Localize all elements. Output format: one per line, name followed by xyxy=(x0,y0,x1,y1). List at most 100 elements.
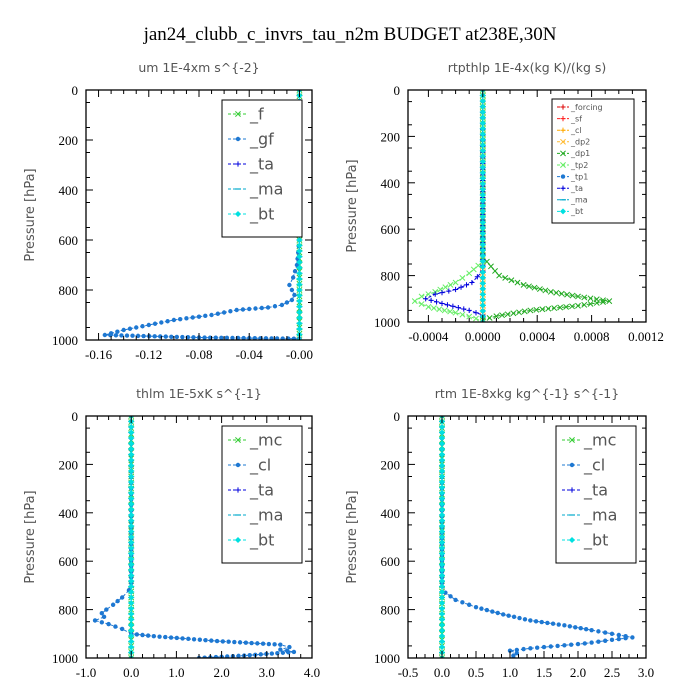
y-axis-label: Pressure [hPa] xyxy=(345,159,360,252)
series-bt-point xyxy=(296,237,303,243)
legend-mc-label: _mc xyxy=(583,431,616,451)
legend-dp2-marker xyxy=(560,138,566,145)
x-tick-label: 3.0 xyxy=(259,665,275,680)
series-cl-point xyxy=(278,647,283,652)
series-gf-point xyxy=(113,333,119,338)
series-ta-point xyxy=(458,284,464,290)
series-cl-point xyxy=(490,609,495,614)
y-tick-label: 1000 xyxy=(52,333,78,348)
series-bt-point xyxy=(128,479,135,485)
series-cl-point xyxy=(163,634,168,640)
series-bt-point xyxy=(439,490,445,496)
legend-bt-label: _bt xyxy=(249,531,274,551)
series-dp1-point xyxy=(536,286,543,293)
series-bt-point xyxy=(296,270,303,277)
series-bt-point xyxy=(128,457,135,463)
series-bt-point xyxy=(479,230,486,237)
series-bt-point xyxy=(439,594,445,601)
series-bt-point xyxy=(479,269,486,276)
series-ta-point xyxy=(450,303,456,309)
series-bt-point xyxy=(479,247,486,254)
series-cl-point xyxy=(264,651,269,657)
series-gf-point xyxy=(196,314,202,319)
series-gf-point xyxy=(140,324,145,329)
series-gf-point xyxy=(263,336,269,340)
series-dp1-point xyxy=(542,287,549,294)
series-bt-point xyxy=(479,169,486,176)
y-tick-label: 600 xyxy=(381,222,401,237)
series-bt-point xyxy=(439,545,445,551)
y-tick-label: 200 xyxy=(381,129,401,144)
series-cl-point xyxy=(589,640,594,645)
series-gf-point xyxy=(108,332,113,338)
series-bt-point xyxy=(439,517,445,524)
series-bt-point xyxy=(439,473,445,480)
series-bt-point xyxy=(439,495,445,502)
x-tick-label: 2.0 xyxy=(570,665,586,680)
series-bt-point xyxy=(128,528,135,535)
series-gf-point xyxy=(146,322,151,328)
y-tick-label: 600 xyxy=(59,554,79,569)
series-dp1-point xyxy=(575,293,581,300)
x-tick-label: 4.0 xyxy=(304,665,320,680)
series-ta-point xyxy=(453,286,459,293)
series-cl-point xyxy=(609,631,615,636)
series-tp2-point xyxy=(459,311,466,318)
series-bt-point xyxy=(479,103,486,110)
legend-tp2-label: _tp2 xyxy=(570,161,588,170)
series-dp1-point xyxy=(587,300,594,307)
series-gf-point xyxy=(284,300,290,305)
panel-title: rtm 1E-8xkg kg^{-1} s^{-1} xyxy=(435,386,619,401)
series-bt-point xyxy=(439,512,445,518)
series-dp1-point xyxy=(533,306,540,313)
series-bt-point xyxy=(128,605,135,612)
series-cl-point xyxy=(556,622,561,627)
series-cl-point xyxy=(589,627,594,633)
legend-forcing-label: _forcing xyxy=(570,103,603,112)
series-bt-point xyxy=(439,435,445,441)
series-cl-point xyxy=(616,636,621,642)
x-tick-label: 0.0 xyxy=(123,665,139,680)
series-bt-point xyxy=(479,125,486,132)
series-cl-point xyxy=(484,607,490,613)
series-bt-point xyxy=(479,164,486,171)
series-bt-point xyxy=(439,622,445,628)
x-tick-label: 1.0 xyxy=(168,665,184,680)
series-bt-point xyxy=(439,501,445,507)
series-tp2-point xyxy=(466,270,473,277)
series-bt-point xyxy=(479,214,486,221)
series-cl-point xyxy=(569,642,574,647)
series-gf-point xyxy=(228,309,233,314)
x-tick-label: 2.5 xyxy=(604,665,620,680)
series-cl-point xyxy=(583,627,589,632)
legend-ta-marker xyxy=(560,185,566,191)
series-bt-point xyxy=(128,495,135,502)
chart-panels: um 1E-4xm s^{-2} Pressure [hPa] 0 200 400 600… xyxy=(23,60,664,680)
series-cl-point xyxy=(533,619,539,624)
series-bt-point xyxy=(128,501,135,507)
y-axis-label: Pressure [hPa] xyxy=(345,490,360,583)
series-dp1-point xyxy=(569,292,576,299)
series-cl-point xyxy=(562,643,567,648)
series-cl-point xyxy=(134,632,140,637)
y-axis-label: Pressure [hPa] xyxy=(23,168,38,261)
series-bt-point xyxy=(296,259,303,266)
series-cl-point xyxy=(168,635,174,640)
series-gf-point xyxy=(292,292,297,298)
y-tick-label: 0 xyxy=(72,409,79,424)
series-ta-point xyxy=(469,279,475,286)
series-bt-point xyxy=(296,242,303,249)
series-bt-point xyxy=(128,616,135,623)
series-cl-point xyxy=(243,640,249,645)
series-dp1-point xyxy=(488,263,494,270)
series-bt-point xyxy=(479,241,486,248)
series-bt-point xyxy=(128,638,135,645)
series-bt-point xyxy=(479,252,486,259)
series-dp1-point xyxy=(521,308,528,315)
series-cl-point xyxy=(106,621,111,627)
series-gf-point xyxy=(135,333,141,339)
series-gf-point xyxy=(134,325,139,330)
series-cl-point xyxy=(214,638,220,644)
series-bt-point xyxy=(479,175,486,182)
series-bt-point xyxy=(128,633,135,639)
